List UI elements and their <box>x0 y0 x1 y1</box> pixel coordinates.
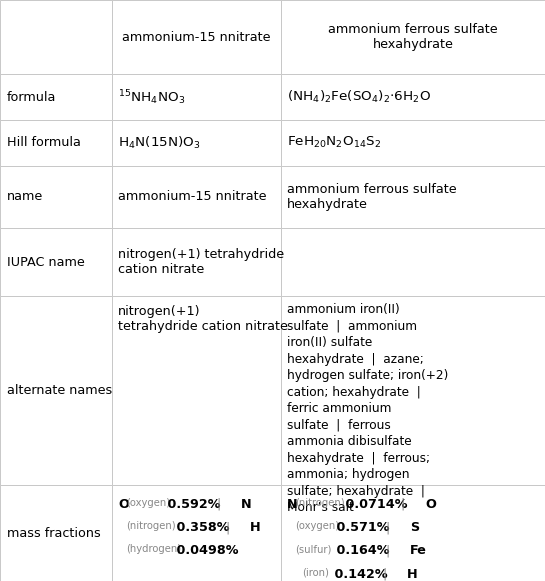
Bar <box>112 296 281 485</box>
Text: ammonium ferrous sulfate
hexahydrate: ammonium ferrous sulfate hexahydrate <box>287 182 457 211</box>
Text: ammonium ferrous sulfate
hexahydrate: ammonium ferrous sulfate hexahydrate <box>328 23 498 51</box>
Text: (sulfur): (sulfur) <box>295 544 332 554</box>
Bar <box>281 166 545 228</box>
Text: (iron): (iron) <box>302 568 329 578</box>
Text: H: H <box>250 521 261 534</box>
Text: (nitrogen): (nitrogen) <box>295 498 345 508</box>
Bar <box>112 120 281 166</box>
Text: O: O <box>425 498 436 511</box>
Text: N: N <box>287 498 298 511</box>
Text: N: N <box>241 498 251 511</box>
Text: Hill formula: Hill formula <box>7 137 81 149</box>
Text: ammonium iron(II)
sulfate  |  ammonium
iron(II) sulfate
hexahydrate  |  azane;
h: ammonium iron(II) sulfate | ammonium iro… <box>287 303 449 514</box>
Text: Fe: Fe <box>410 544 427 557</box>
Text: nitrogen(+1)
tetrahydride cation nitrate: nitrogen(+1) tetrahydride cation nitrate <box>118 305 288 333</box>
Text: S: S <box>410 521 419 534</box>
Text: $\mathrm{H_4N(15N)O_3}$: $\mathrm{H_4N(15N)O_3}$ <box>118 135 201 151</box>
Bar <box>281 120 545 166</box>
Bar <box>112 74 281 120</box>
Text: nitrogen(+1) tetrahydride
cation nitrate: nitrogen(+1) tetrahydride cation nitrate <box>118 248 284 276</box>
Text: 0.164%: 0.164% <box>332 544 390 557</box>
Bar <box>112 228 281 296</box>
Bar <box>112 485 281 581</box>
Bar <box>112 0 281 74</box>
Bar <box>281 0 545 74</box>
Bar <box>0 0 112 74</box>
Text: $(\mathrm{NH_4})_2\mathrm{Fe(SO_4)_2{\cdot}6H_2O}$: $(\mathrm{NH_4})_2\mathrm{Fe(SO_4)_2{\cd… <box>287 89 431 105</box>
Text: 0.0714%: 0.0714% <box>341 498 408 511</box>
Text: formula: formula <box>7 91 56 104</box>
Text: 0.142%: 0.142% <box>330 568 387 580</box>
Text: ammonium-15 nnitrate: ammonium-15 nnitrate <box>118 190 267 203</box>
Text: 0.358%: 0.358% <box>172 521 229 534</box>
Text: |: | <box>378 544 398 557</box>
Text: (oxygen): (oxygen) <box>295 521 340 531</box>
Text: $\mathrm{FeH_{20}N_2O_{14}S_2}$: $\mathrm{FeH_{20}N_2O_{14}S_2}$ <box>287 135 382 150</box>
Text: (oxygen): (oxygen) <box>126 498 171 508</box>
Text: 0.571%: 0.571% <box>332 521 390 534</box>
Bar <box>112 166 281 228</box>
Text: name: name <box>7 190 43 203</box>
Text: |: | <box>378 521 398 534</box>
Text: IUPAC name: IUPAC name <box>7 256 84 268</box>
Text: |: | <box>209 498 229 511</box>
Bar <box>281 296 545 485</box>
Bar <box>281 485 545 581</box>
Bar <box>0 120 112 166</box>
Text: |: | <box>393 498 413 511</box>
Text: O: O <box>118 498 129 511</box>
Bar <box>0 166 112 228</box>
Text: alternate names: alternate names <box>7 384 112 397</box>
Bar <box>281 228 545 296</box>
Bar <box>281 74 545 120</box>
Bar <box>0 228 112 296</box>
Text: |: | <box>217 521 238 534</box>
Text: $^{15}\mathrm{NH_4NO_3}$: $^{15}\mathrm{NH_4NO_3}$ <box>118 88 185 107</box>
Text: ammonium-15 nnitrate: ammonium-15 nnitrate <box>122 31 270 44</box>
Bar <box>0 485 112 581</box>
Text: |: | <box>375 568 396 580</box>
Text: 0.0498%: 0.0498% <box>172 544 239 557</box>
Text: (nitrogen): (nitrogen) <box>126 521 176 531</box>
Text: 0.592%: 0.592% <box>163 498 221 511</box>
Text: H: H <box>407 568 418 580</box>
Bar <box>0 74 112 120</box>
Text: (hydrogen): (hydrogen) <box>126 544 181 554</box>
Text: mass fractions: mass fractions <box>7 526 100 540</box>
Bar <box>0 296 112 485</box>
